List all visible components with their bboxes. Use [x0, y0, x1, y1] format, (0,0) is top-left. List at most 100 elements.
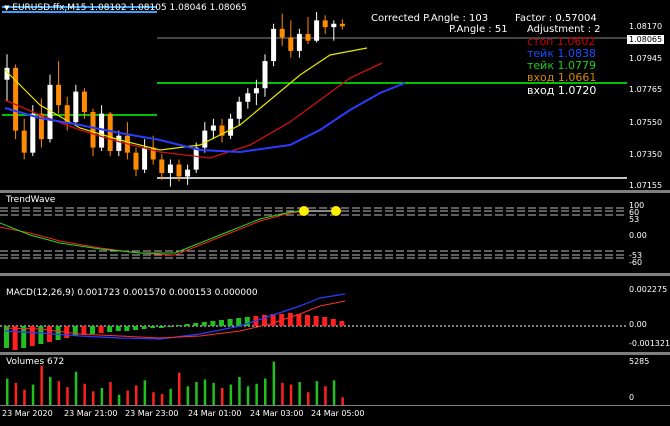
- price-chart-svg: [2, 6, 627, 187]
- candle-body: [322, 20, 328, 28]
- candle-body: [202, 130, 208, 148]
- candle-body: [159, 159, 165, 174]
- trendwave-title: TrendWave: [6, 195, 56, 205]
- price-chart-pane[interactable]: ▼ EURUSD.ffx,M15 1.08102 1.08105 1.08046…: [0, 0, 627, 190]
- candle-body: [38, 113, 44, 140]
- candle-body: [64, 105, 70, 123]
- candle-body: [185, 169, 191, 177]
- tw-tick: 60: [629, 208, 640, 217]
- volume-bar: [135, 385, 138, 405]
- time-label: 24 Mar 03:00: [250, 409, 304, 418]
- pane-separator[interactable]: [0, 352, 670, 355]
- macd-histogram-bar: [81, 326, 87, 335]
- trendwave-svg: [0, 206, 627, 259]
- macd-histogram-bar: [158, 326, 164, 328]
- price-tick: 1.07350: [629, 150, 663, 159]
- factor-label: Factor : 0.57004: [515, 13, 597, 24]
- macd-histogram-bar: [55, 326, 61, 340]
- volume-bar: [14, 382, 18, 405]
- macd-tick: -0.001321: [629, 339, 670, 348]
- macd-histogram-bar: [193, 323, 199, 326]
- price-tick: 1.08170: [629, 22, 663, 31]
- volume-bar: [289, 384, 293, 405]
- macd-histogram-bar: [150, 326, 156, 328]
- chart-menu-icon[interactable]: ▼: [4, 4, 10, 12]
- ma-yellow-line: [4, 47, 368, 151]
- vol-tick: 5285: [629, 357, 650, 366]
- trendwave-axis: 100 60 53 0.00 -53 -60: [627, 193, 670, 273]
- candle-body: [331, 23, 337, 28]
- candle-body: [142, 147, 148, 170]
- candle-body: [73, 91, 79, 123]
- tw-red-line: [0, 210, 306, 256]
- macd-histogram-bar: [107, 326, 113, 332]
- volume-bar: [152, 392, 155, 405]
- time-label: 23 Mar 23:00: [125, 409, 179, 418]
- macd-histogram-bar: [313, 316, 319, 326]
- volumes-title: Volumes 672: [6, 357, 65, 367]
- volume-bar: [178, 372, 181, 405]
- tw-green-line: [0, 210, 306, 254]
- candle-body: [167, 164, 173, 174]
- macd-svg: [0, 293, 627, 350]
- macd-histogram-bar: [115, 326, 121, 331]
- trendwave-pane[interactable]: TrendWave: [0, 193, 627, 273]
- volume-bar: [324, 386, 327, 405]
- macd-histogram-bar: [339, 321, 345, 326]
- volume-bar: [117, 394, 121, 405]
- macd-tick: 0.002275: [629, 285, 668, 294]
- candle-body: [176, 164, 182, 177]
- volume-bar: [195, 382, 198, 405]
- volume-bar: [255, 383, 258, 405]
- volume-bar: [229, 384, 233, 405]
- volume-bar: [332, 380, 336, 405]
- candle-body: [279, 28, 285, 38]
- candle-body: [133, 152, 139, 170]
- volume-bar: [109, 382, 112, 405]
- candle-body: [21, 130, 27, 153]
- price-axis[interactable]: 1.08170 1.08065 1.07945 1.07765 1.07550 …: [627, 0, 670, 190]
- candle-body: [150, 147, 156, 160]
- macd-signal-line: [4, 300, 346, 339]
- entry1-level-label: вход 1.0661: [527, 71, 597, 84]
- take2-level-label: тейк 1.0779: [527, 59, 596, 72]
- macd-histogram-bar: [72, 326, 78, 336]
- macd-histogram-bar: [270, 314, 276, 326]
- macd-pane[interactable]: MACD(12,26,9) 0.001723 0.001570 0.000153…: [0, 276, 627, 352]
- volume-bar: [169, 388, 172, 405]
- candle-body: [262, 61, 268, 89]
- tw-tick: 100: [629, 201, 645, 210]
- candle-body: [4, 67, 10, 80]
- ma-red-line: [4, 62, 383, 159]
- macd-main-line: [4, 293, 346, 340]
- tw-signal-dot: [299, 206, 309, 216]
- macd-histogram-bar: [38, 326, 44, 344]
- tw-tick: 0.00: [629, 231, 647, 240]
- volume-bar: [92, 391, 95, 405]
- volume-bar: [212, 382, 215, 405]
- volume-bar: [6, 378, 9, 405]
- volumes-pane[interactable]: Volumes 672: [0, 355, 627, 405]
- candle-body: [236, 101, 242, 119]
- macd-histogram-bar: [21, 326, 27, 348]
- macd-histogram-bar: [227, 319, 233, 326]
- symbol-label: ▼ EURUSD.ffx,M15 1.08102 1.08105 1.08046…: [4, 3, 247, 13]
- candle-body: [116, 135, 122, 151]
- pane-separator[interactable]: [0, 273, 670, 276]
- pane-separator[interactable]: [0, 190, 670, 193]
- tw-tick: -53: [629, 251, 643, 260]
- macd-title: MACD(12,26,9) 0.001723 0.001570 0.000153…: [6, 288, 258, 298]
- volume-bar: [143, 380, 147, 405]
- volume-bar: [160, 393, 164, 405]
- macd-histogram-bar: [184, 324, 190, 326]
- volume-bar: [83, 383, 86, 405]
- macd-histogram-bar: [98, 326, 104, 333]
- macd-tick: 0.00: [629, 320, 647, 329]
- volumes-axis: 5285 0: [627, 355, 670, 405]
- time-axis[interactable]: 23 Mar 2020 23 Mar 21:00 23 Mar 23:00 24…: [0, 405, 670, 426]
- tw-tick: -60: [629, 258, 643, 267]
- candle-body: [193, 147, 199, 170]
- macd-histogram-bar: [90, 326, 95, 334]
- macd-histogram-bar: [167, 326, 173, 327]
- candle-body: [245, 93, 251, 102]
